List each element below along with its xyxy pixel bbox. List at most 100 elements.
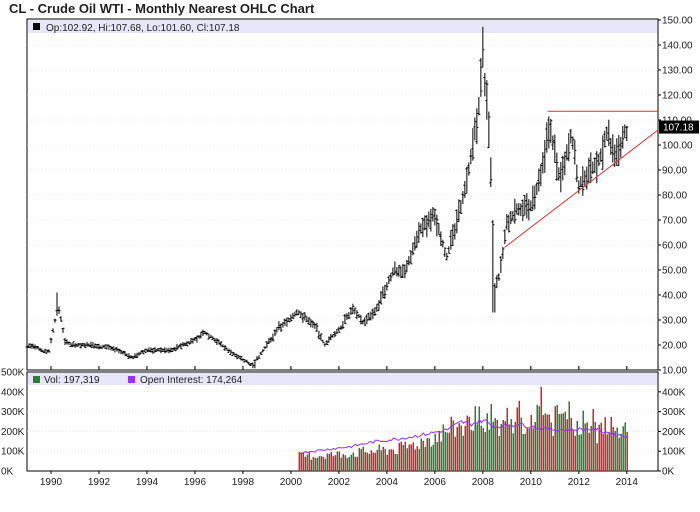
volume-bar <box>534 421 536 471</box>
price-bar <box>217 339 221 345</box>
price-bar <box>85 341 89 347</box>
price-bar <box>449 229 453 250</box>
chart-title: CL - Crude Oil WTI - Monthly Nearest OHL… <box>9 1 315 16</box>
price-bar <box>397 264 401 277</box>
volume-bar <box>398 442 401 471</box>
price-bar <box>531 185 535 211</box>
price-tick-label: 140.00 <box>662 41 693 52</box>
volume-bar <box>470 429 473 471</box>
volume-bar <box>594 422 596 471</box>
price-bar <box>625 125 629 141</box>
price-bar <box>71 341 75 347</box>
price-bar <box>89 341 93 349</box>
price-bar <box>69 342 73 348</box>
price-bar <box>473 117 477 141</box>
volume-bar <box>508 424 510 471</box>
price-bar <box>225 347 229 351</box>
price-bar <box>323 343 327 347</box>
price-bar <box>251 362 255 369</box>
price-bar <box>395 267 399 277</box>
volume-bar <box>622 426 624 471</box>
volume-bar <box>474 406 477 471</box>
price-bar <box>175 344 179 351</box>
price-bar <box>223 345 227 351</box>
price-bar <box>139 350 143 355</box>
price-bar <box>385 282 389 291</box>
volume-bar <box>482 428 485 471</box>
volume-bar <box>576 420 578 471</box>
volume-bar <box>436 442 439 471</box>
last-price-marker: 107.18 <box>659 120 699 134</box>
volume-bar <box>544 413 546 471</box>
price-bar <box>245 359 249 363</box>
price-bar <box>193 337 197 342</box>
volume-bar <box>298 452 301 471</box>
price-bar <box>313 322 317 329</box>
price-bar <box>343 313 347 325</box>
volume-bar <box>592 409 594 471</box>
volume-bar <box>452 420 455 471</box>
price-gridlines <box>27 44 658 346</box>
price-bar <box>589 152 593 183</box>
price-bar <box>97 343 101 350</box>
price-bar <box>463 180 467 198</box>
price-bar <box>559 161 563 193</box>
price-bar <box>495 275 499 289</box>
volume-bar <box>422 440 425 471</box>
price-bar <box>317 330 321 340</box>
price-bar <box>441 239 445 248</box>
volume-bar <box>390 449 393 471</box>
volume-bar <box>626 431 628 471</box>
volume-bar <box>454 436 457 471</box>
price-bar <box>469 149 473 165</box>
open-interest-path <box>299 417 628 455</box>
volume-tick-label-left: 200K <box>1 427 25 438</box>
price-bar <box>25 342 29 348</box>
price-bar <box>365 314 369 325</box>
price-bar <box>281 321 285 328</box>
ohlc-legend: Op:102.92, Hi:107.68, Lo:101.60, Cl:107.… <box>46 23 240 34</box>
price-bar <box>145 348 149 353</box>
volume-bar <box>540 386 542 471</box>
price-bar <box>67 341 71 346</box>
price-bar <box>487 111 491 149</box>
volume-tick-label-left: 500K <box>1 368 25 379</box>
volume-tick-label-left: 300K <box>1 407 25 418</box>
volume-bar <box>342 454 345 471</box>
price-bar <box>159 347 163 354</box>
price-bar <box>617 134 621 166</box>
price-bar <box>79 343 83 349</box>
oi-legend-swatch <box>128 376 135 383</box>
price-bar <box>221 344 225 348</box>
volume-bar <box>498 435 501 471</box>
x-tick-label: 2002 <box>328 477 351 488</box>
price-bars <box>25 26 629 369</box>
price-bar <box>611 134 615 163</box>
price-bar <box>621 126 625 149</box>
volume-bar <box>578 434 580 471</box>
price-bar <box>597 153 601 167</box>
price-bar <box>129 355 133 359</box>
volume-tick-label-right: 200K <box>662 427 686 438</box>
price-bar <box>239 355 243 361</box>
price-bar <box>525 193 529 219</box>
price-bar <box>581 166 585 196</box>
price-bar <box>51 328 55 333</box>
volume-bar <box>524 433 526 471</box>
price-tick-label: 40.00 <box>662 291 687 302</box>
volume-bar <box>404 441 407 471</box>
price-bar <box>337 326 341 333</box>
price-bar <box>361 319 365 325</box>
price-bar <box>161 348 165 352</box>
volume-bar <box>500 423 502 471</box>
price-bar <box>335 328 339 334</box>
price-bar <box>363 317 367 327</box>
volume-bar <box>588 432 590 471</box>
price-bar <box>299 311 303 318</box>
price-bar <box>127 353 131 359</box>
price-bar <box>459 200 463 215</box>
volume-tick-label-left: 100K <box>1 447 25 458</box>
price-bar <box>353 307 357 315</box>
volume-bar <box>318 456 321 471</box>
price-tick-label: 10.00 <box>662 366 687 377</box>
